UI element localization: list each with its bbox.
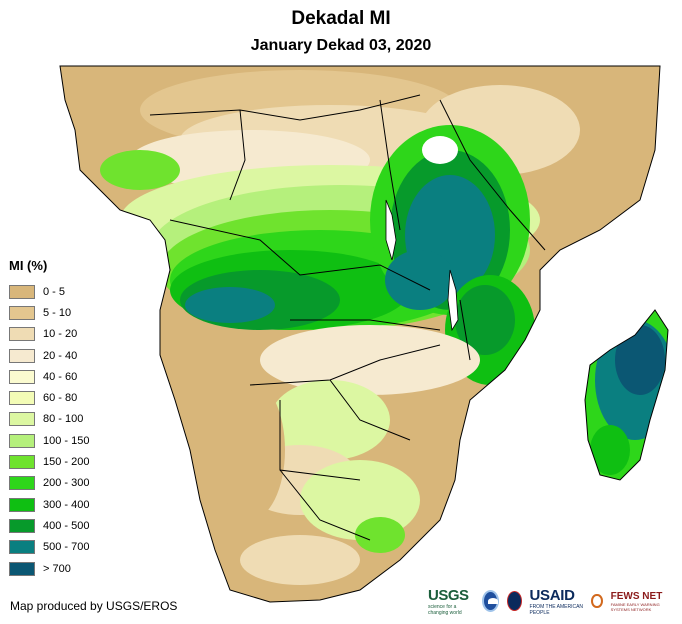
legend-item: 400 - 500 (9, 515, 129, 536)
map-subtitle: January Dekad 03, 2020 (250, 37, 432, 54)
legend-label: 40 - 60 (43, 370, 78, 383)
fews-net-logo: FEWS NET FAMINE EARLY WARNING SYSTEMS NE… (611, 591, 676, 612)
legend-item: 5 - 10 (9, 302, 129, 323)
legend-item: 80 - 100 (9, 409, 129, 430)
legend-swatch (9, 369, 35, 384)
legend-item: > 700 (9, 558, 129, 579)
legend-swatch (9, 327, 35, 342)
legend-swatch (9, 284, 35, 299)
legend-item: 10 - 20 (9, 324, 129, 345)
legend-swatch (9, 412, 35, 427)
legend-label: > 700 (43, 562, 71, 575)
legend-label: 5 - 10 (43, 306, 72, 319)
legend-swatch (9, 476, 35, 491)
legend-swatch (9, 305, 35, 320)
logos: USGS science for a changing world USAID … (428, 585, 676, 617)
usgs-tagline: science for a changing world (428, 603, 462, 616)
legend-label: 60 - 80 (43, 392, 78, 405)
legend-swatch (9, 540, 35, 555)
legend-swatch (9, 348, 35, 363)
legend-item: 60 - 80 (9, 387, 129, 408)
legend-label: 20 - 40 (43, 349, 78, 362)
legend-item: 200 - 300 (9, 473, 129, 494)
usaid-logo-text: USAID (529, 586, 575, 604)
legend-item: 20 - 40 (9, 345, 129, 366)
legend-label: 500 - 700 (43, 541, 90, 554)
fews-net-tagline: FAMINE EARLY WARNING SYSTEMS NETWORK (610, 601, 660, 612)
legend-label: 400 - 500 (43, 519, 90, 532)
credit-text: Map produced by USGS/EROS (10, 599, 178, 613)
legend-label: 10 - 20 (43, 328, 78, 341)
legend-label: 80 - 100 (43, 413, 84, 426)
legend-swatch (9, 497, 35, 512)
legend-item: 40 - 60 (9, 366, 129, 387)
legend-swatch (9, 455, 35, 470)
legend-item: 500 - 700 (9, 537, 129, 558)
legend-label: 150 - 200 (43, 456, 90, 469)
legend: MI (%) 0 - 5 5 - 10 10 - 20 20 - 40 40 - 60 6… (9, 258, 129, 579)
legend-swatch (9, 561, 35, 576)
legend-label: 200 - 300 (43, 477, 90, 490)
noaa-logo-icon (481, 590, 499, 612)
legend-items: 0 - 5 5 - 10 10 - 20 20 - 40 40 - 60 60 - 80 8… (9, 281, 129, 579)
map-title: Dekadal MI (291, 8, 391, 29)
lakes (385, 199, 459, 332)
usaid-logo: USAID FROM THE AMERICAN PEOPLE (530, 587, 584, 616)
usaid-seal-icon (506, 591, 522, 611)
legend-label: 300 - 400 (43, 498, 90, 511)
legend-item: 300 - 400 (9, 494, 129, 515)
country-borders (59, 65, 669, 603)
legend-swatch (9, 391, 35, 406)
usaid-tagline: FROM THE AMERICAN PEOPLE (529, 603, 584, 616)
legend-label: 0 - 5 (43, 285, 66, 298)
fews-net-logo-text: FEWS NET (610, 590, 663, 602)
fews-net-icon (591, 594, 603, 608)
legend-title: MI (%) (9, 258, 48, 273)
legend-swatch (9, 433, 35, 448)
usgs-logo-text: USGS (428, 586, 469, 604)
legend-item: 100 - 150 (9, 430, 129, 451)
legend-label: 100 - 150 (43, 434, 90, 447)
legend-swatch (9, 518, 35, 533)
legend-item: 150 - 200 (9, 451, 129, 472)
usgs-logo: USGS science for a changing world (428, 587, 474, 616)
legend-item: 0 - 5 (9, 281, 129, 302)
